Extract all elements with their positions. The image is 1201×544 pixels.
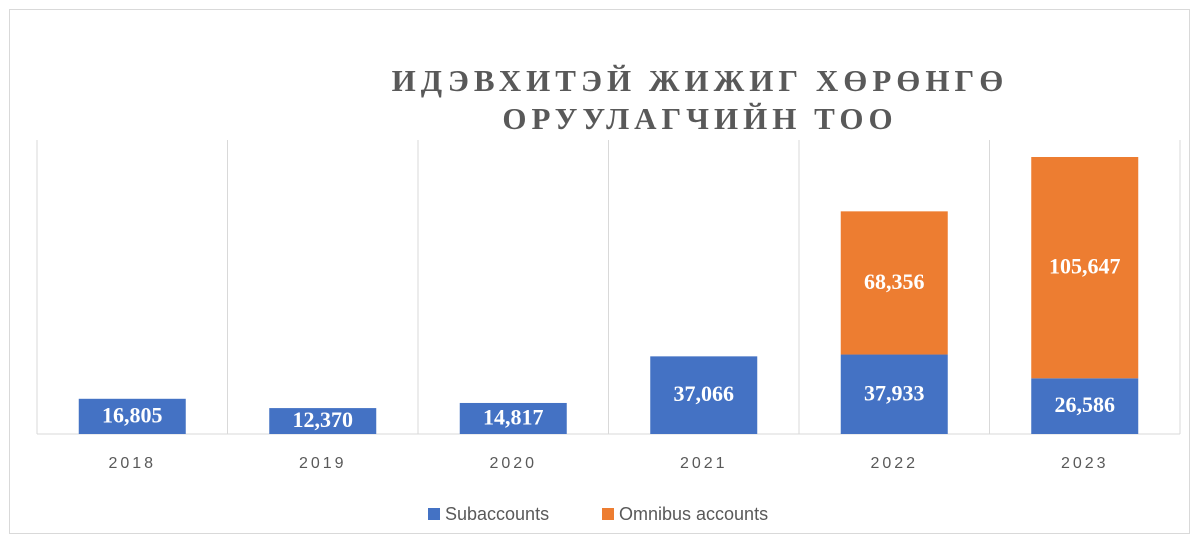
legend-label: Subaccounts <box>445 504 549 524</box>
bar-segment <box>1031 378 1139 434</box>
data-label: 37,933 <box>864 380 925 405</box>
legend-swatch <box>602 508 614 520</box>
bar-segment <box>650 356 758 434</box>
data-label: 37,066 <box>674 381 735 406</box>
legend-swatch <box>428 508 440 520</box>
chart-title: ИДЭВХИТЭЙ ЖИЖИГ ХӨРӨНГӨ ОРУУЛАГЧИЙН ТОО <box>391 63 1009 136</box>
bar-segment <box>1031 157 1139 379</box>
data-label: 12,370 <box>293 407 354 432</box>
x-tick-label: 2018 <box>108 455 156 472</box>
bar-segment <box>840 211 948 355</box>
bar-segment <box>269 408 377 434</box>
data-label: 26,586 <box>1055 392 1116 417</box>
x-tick-label: 2021 <box>680 455 728 472</box>
data-label: 105,647 <box>1049 254 1121 279</box>
bar-segment <box>459 402 567 434</box>
x-tick-label: 2023 <box>1061 455 1109 472</box>
bar-segment <box>840 354 948 434</box>
data-label: 68,356 <box>864 269 925 294</box>
legend-label: Omnibus accounts <box>619 504 768 524</box>
x-tick-label: 2019 <box>299 455 347 472</box>
x-tick-label: 2022 <box>870 455 918 472</box>
data-label: 16,805 <box>102 402 163 427</box>
chart-frame <box>9 9 1190 534</box>
bar-segment <box>78 398 186 434</box>
data-label: 14,817 <box>483 405 544 430</box>
x-tick-label: 2020 <box>489 455 537 472</box>
